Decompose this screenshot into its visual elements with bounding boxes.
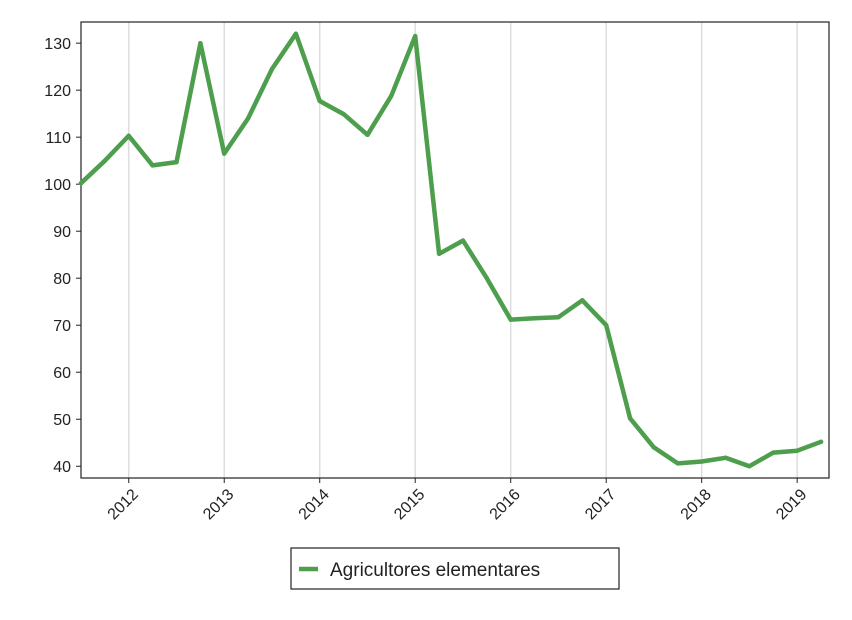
data-point (78, 181, 84, 186)
data-point (532, 315, 537, 321)
data-point (269, 66, 275, 72)
y-tick-label: 100 (44, 177, 71, 194)
data-point (603, 323, 609, 328)
data-point (484, 276, 490, 281)
data-point (747, 464, 752, 469)
data-point (413, 33, 418, 39)
data-point (293, 31, 299, 36)
y-tick-label: 120 (44, 83, 71, 100)
legend-label: Agricultores elementares (330, 560, 540, 581)
data-point (102, 158, 108, 163)
data-point (723, 455, 728, 460)
x-tick-label: 2012 (105, 486, 142, 523)
y-tick-label: 40 (53, 459, 71, 476)
y-tick-label: 70 (53, 318, 71, 335)
x-tick-label: 2016 (487, 486, 524, 523)
x-tick-label: 2015 (391, 486, 428, 523)
y-tick-label: 130 (44, 36, 71, 53)
y-tick-label: 50 (53, 412, 71, 429)
data-point (771, 450, 776, 455)
x-tick-label: 2014 (296, 486, 333, 523)
series-layer (78, 31, 824, 469)
data-point (699, 459, 704, 464)
y-tick-label: 80 (53, 271, 71, 288)
plot-area-frame (80, 21, 830, 479)
data-point (508, 317, 513, 322)
legend: Agricultores elementares (290, 547, 620, 590)
data-point (818, 439, 824, 445)
x-axis: 2012 2013 2014 2015 2016 2017 2018 2019 (105, 478, 810, 523)
x-tick-label: 2017 (582, 486, 619, 523)
x-tick-label: 2013 (200, 486, 237, 523)
x-tick-label: 2019 (773, 486, 810, 523)
data-point (174, 159, 179, 165)
series-line-agricultores-elementares (78, 31, 824, 469)
data-point (341, 111, 346, 117)
data-point (675, 461, 681, 466)
data-point (222, 151, 227, 156)
y-tick-label: 110 (45, 130, 71, 147)
data-point (126, 133, 131, 138)
data-point (794, 448, 800, 453)
data-point (651, 445, 657, 450)
y-axis: 40 50 60 70 80 90 100 110 120 130 (44, 36, 81, 476)
data-point (436, 251, 442, 256)
y-tick-label: 60 (53, 365, 71, 382)
data-point (365, 132, 370, 138)
data-point (627, 416, 633, 421)
data-point (389, 93, 394, 99)
data-point (556, 315, 561, 320)
data-point (150, 163, 155, 168)
legend-box (290, 547, 620, 590)
data-point (460, 238, 466, 243)
y-tick-label: 90 (53, 224, 71, 241)
gridlines (127, 22, 798, 478)
data-point (245, 116, 251, 121)
data-point (198, 40, 203, 46)
data-point (317, 98, 322, 104)
data-point (580, 298, 585, 303)
x-tick-label: 2018 (678, 486, 715, 523)
